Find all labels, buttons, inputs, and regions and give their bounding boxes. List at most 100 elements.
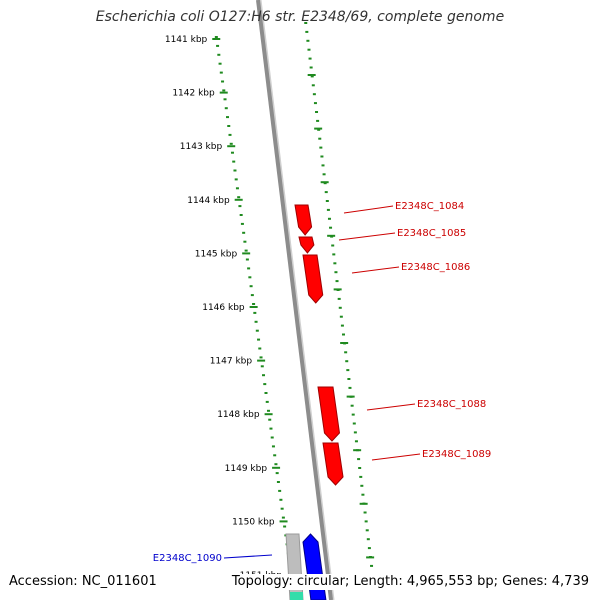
gene-arrow[interactable] [298, 236, 315, 254]
ruler-dot-left [249, 285, 253, 288]
ruler-dot-left [273, 454, 277, 457]
ruler-dot-left [235, 187, 239, 190]
ruler-dot-right [353, 431, 357, 434]
ruler-dot-left [253, 311, 257, 314]
ruler-label: 1145 kbp [195, 249, 238, 259]
ruler-dot-left [243, 240, 247, 243]
ruler-dot-left [283, 525, 287, 528]
ruler-dot-left [274, 463, 278, 466]
ruler-dot-right [312, 93, 316, 96]
ruler-dot-left [279, 498, 283, 501]
ruler-dot-right [313, 102, 317, 105]
ruler-dot-right [352, 422, 356, 425]
feature-teal[interactable] [290, 592, 303, 600]
ruler-label: 1149 kbp [225, 464, 268, 474]
ruler-dot-right [305, 30, 309, 33]
accession-label: Accession: NC_011601 [8, 574, 158, 590]
ruler-dot-left [245, 258, 249, 261]
gene-label-line [366, 403, 416, 411]
ruler-label: 1143 kbp [180, 142, 223, 152]
ruler-dot-right [334, 271, 338, 274]
ruler-dot-right [321, 164, 325, 167]
ruler-dot-right [306, 39, 310, 42]
ruler-dot-right [361, 493, 365, 496]
ruler-dot-right [316, 119, 320, 122]
ruler-dot-left [242, 231, 246, 234]
ruler-dot-left [259, 356, 263, 359]
ruler-dot-left [232, 160, 236, 163]
ruler-dot-left [252, 303, 256, 305]
ruler-dot-right [327, 217, 331, 220]
ruler-dot-left [234, 178, 238, 181]
ruler-dot-right [331, 244, 335, 247]
gene-label-line [338, 232, 396, 241]
ruler-dot-right [344, 351, 348, 354]
ruler-label: 1142 kbp [172, 89, 215, 99]
ruler-dot-right [345, 360, 349, 363]
ruler-dot-left [233, 169, 237, 172]
ruler-dot-right [358, 467, 362, 469]
ruler-dot-left [263, 383, 267, 386]
ruler-dot-right [348, 386, 352, 389]
ruler-dot-right [315, 111, 319, 113]
ruler-dot-left [269, 427, 273, 430]
gene-label[interactable]: E2348C_1084 [395, 201, 464, 212]
ruler-dot-left [266, 409, 270, 412]
ruler-dot-left [214, 36, 218, 38]
ruler-dot-left [223, 98, 227, 101]
ruler-dot-right [338, 306, 342, 309]
ruler-dot-left [226, 116, 230, 119]
gene-label[interactable]: E2348C_1086 [401, 262, 470, 273]
ruler-dot-right [340, 324, 344, 327]
ruler-dot-right [326, 208, 330, 211]
gene-label[interactable]: E2348C_1088 [417, 399, 486, 410]
genome-backbone [256, 0, 334, 600]
ruler-dot-left [230, 151, 234, 154]
ruler-dot-right [370, 564, 374, 567]
ruler-dot-left [265, 400, 269, 403]
ruler-dot-left [257, 338, 261, 341]
ruler-dot-right [364, 520, 368, 523]
gene-label[interactable]: E2348C_1089 [422, 449, 491, 460]
ruler-dot-right [366, 538, 370, 541]
ruler-dot-left [238, 205, 242, 208]
ruler-dot-right [310, 75, 314, 78]
ruler-dot-right [307, 48, 311, 51]
gene-label[interactable]: E2348C_1090 [153, 553, 222, 564]
gene-arrow[interactable] [322, 442, 344, 486]
ruler-dot-left [239, 214, 243, 216]
ruler-dot-right [309, 66, 313, 69]
ruler-dot-right [357, 458, 361, 461]
gene-label-line [371, 453, 421, 461]
ruler-dot-right [350, 404, 354, 407]
ruler-dot-left [281, 516, 285, 519]
ruler-label: 1146 kbp [202, 303, 245, 313]
gene-label-line [343, 205, 394, 214]
ruler-dot-left [228, 133, 232, 136]
ruler-dot-left [264, 392, 268, 394]
feature-grey[interactable] [285, 533, 304, 600]
ruler-dot-right [339, 315, 343, 318]
ruler-dot-right [354, 440, 358, 443]
ruler-dot-right [346, 369, 350, 372]
ruler-dot-left [254, 320, 258, 323]
ruler-dot-left [247, 267, 251, 270]
ruler-dot-left [224, 107, 228, 110]
ruler-dot-left [275, 472, 279, 475]
ruler-dot-left [280, 507, 284, 510]
gene-label[interactable]: E2348C_1085 [397, 228, 466, 239]
ruler-dot-right [311, 84, 315, 87]
ruler-dot-right [359, 475, 363, 478]
ruler-dot-right [347, 378, 351, 380]
ruler-dot-left [219, 71, 223, 74]
gene-arrow[interactable] [317, 386, 341, 442]
ruler-dot-left [258, 347, 262, 350]
ruler-dot-right [341, 333, 345, 336]
ruler-label: 1147 kbp [210, 357, 253, 367]
ruler-dot-left [229, 142, 233, 145]
gene-arrow[interactable] [302, 254, 324, 304]
gene-arrow[interactable] [294, 204, 313, 236]
ruler-label: 1150 kbp [232, 517, 275, 527]
